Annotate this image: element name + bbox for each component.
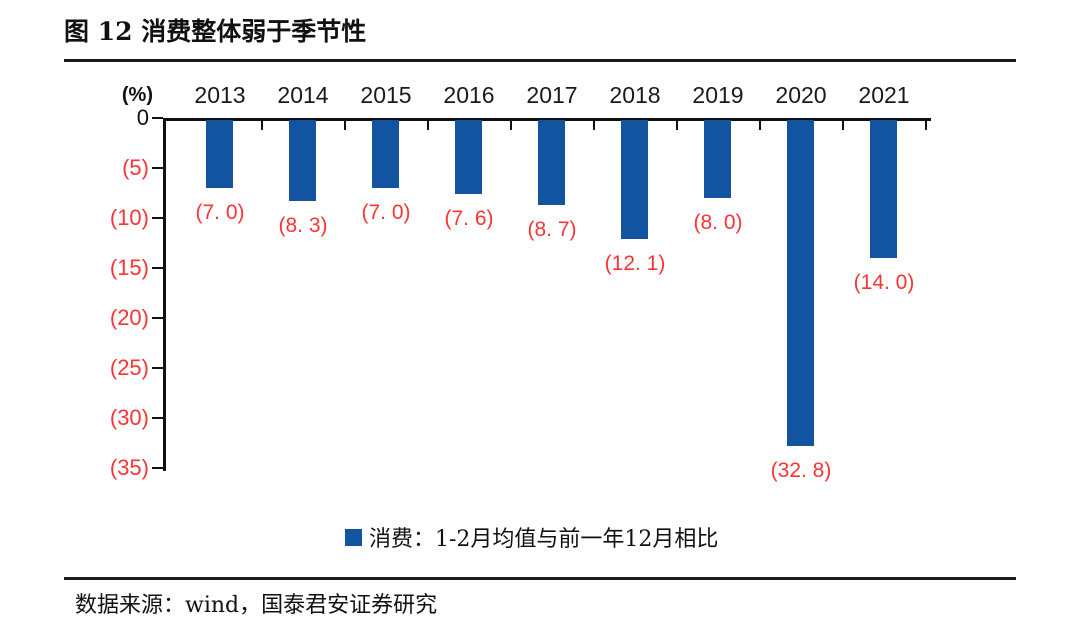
x-axis-category-label-2019: 2019 — [692, 82, 744, 108]
value-label-2019: (8. 0) — [693, 211, 743, 234]
x-axis-category-label-2018: 2018 — [609, 82, 661, 108]
y-axis-tick — [152, 117, 163, 119]
value-label-2017: (8. 7) — [527, 218, 577, 241]
x-axis-tick — [676, 121, 678, 130]
y-axis-unit-label: (%) — [121, 84, 153, 106]
y-axis-tick — [152, 367, 163, 369]
x-axis-tick — [510, 121, 512, 130]
legend-swatch-consumption — [345, 529, 362, 546]
x-axis-category-label-2015: 2015 — [360, 82, 412, 108]
x-axis-category-label-2014: 2014 — [277, 82, 329, 108]
bar-2019 — [704, 120, 731, 198]
y-axis-tick-label: (15) — [109, 255, 149, 280]
x-axis-tick — [759, 121, 761, 130]
value-label-2015: (7. 0) — [361, 201, 411, 224]
bar-2021 — [870, 120, 897, 258]
y-axis-tick — [152, 217, 163, 219]
x-axis-category-label-2017: 2017 — [526, 82, 578, 108]
y-axis-tick — [152, 467, 163, 469]
y-axis-line — [163, 118, 166, 471]
data-source-note: 数据来源：wind，国泰君安证券研究 — [75, 593, 438, 618]
x-axis-category-label-2021: 2021 — [858, 82, 910, 108]
figure-title: 图 12 消费整体弱于季节性 — [64, 17, 367, 46]
bar-2013 — [206, 120, 233, 188]
bar-2018 — [621, 120, 648, 239]
y-axis-tick — [152, 167, 163, 169]
x-axis-tick — [925, 121, 927, 130]
x-axis-tick — [344, 121, 346, 130]
value-label-2014: (8. 3) — [278, 214, 328, 237]
bar-2016 — [455, 120, 482, 194]
bar-2020 — [787, 120, 814, 446]
y-axis-tick — [152, 417, 163, 419]
x-axis-tick — [842, 121, 844, 130]
y-axis-tick-label: (35) — [109, 455, 149, 480]
value-label-2018: (12. 1) — [604, 252, 666, 275]
y-axis-tick-label: (30) — [109, 405, 149, 430]
value-label-2020: (32. 8) — [770, 459, 832, 482]
legend-label-consumption: 消费：1-2月均值与前一年12月相比 — [369, 527, 719, 552]
y-axis-tick-label: 0 — [136, 105, 149, 130]
x-axis-tick — [261, 121, 263, 130]
x-axis-tick — [593, 121, 595, 130]
bar-2015 — [372, 120, 399, 188]
value-label-2016: (7. 6) — [444, 207, 494, 230]
y-axis-tick — [152, 267, 163, 269]
bar-2017 — [538, 120, 565, 205]
y-axis-tick-label: (5) — [122, 155, 149, 180]
source-divider-line — [64, 577, 1016, 580]
x-axis-tick — [427, 121, 429, 130]
bar-2014 — [289, 120, 316, 201]
x-axis-category-label-2016: 2016 — [443, 82, 495, 108]
y-axis-tick-label: (20) — [109, 305, 149, 330]
x-axis-category-label-2020: 2020 — [775, 82, 827, 108]
y-axis-tick — [152, 317, 163, 319]
x-axis-category-label-2013: 2013 — [194, 82, 246, 108]
title-divider-line — [64, 59, 1016, 62]
y-axis-tick-label: (25) — [109, 355, 149, 380]
value-label-2021: (14. 0) — [853, 271, 915, 294]
y-axis-tick-label: (10) — [109, 205, 149, 230]
value-label-2013: (7. 0) — [195, 201, 245, 224]
x-axis-line — [163, 118, 931, 121]
